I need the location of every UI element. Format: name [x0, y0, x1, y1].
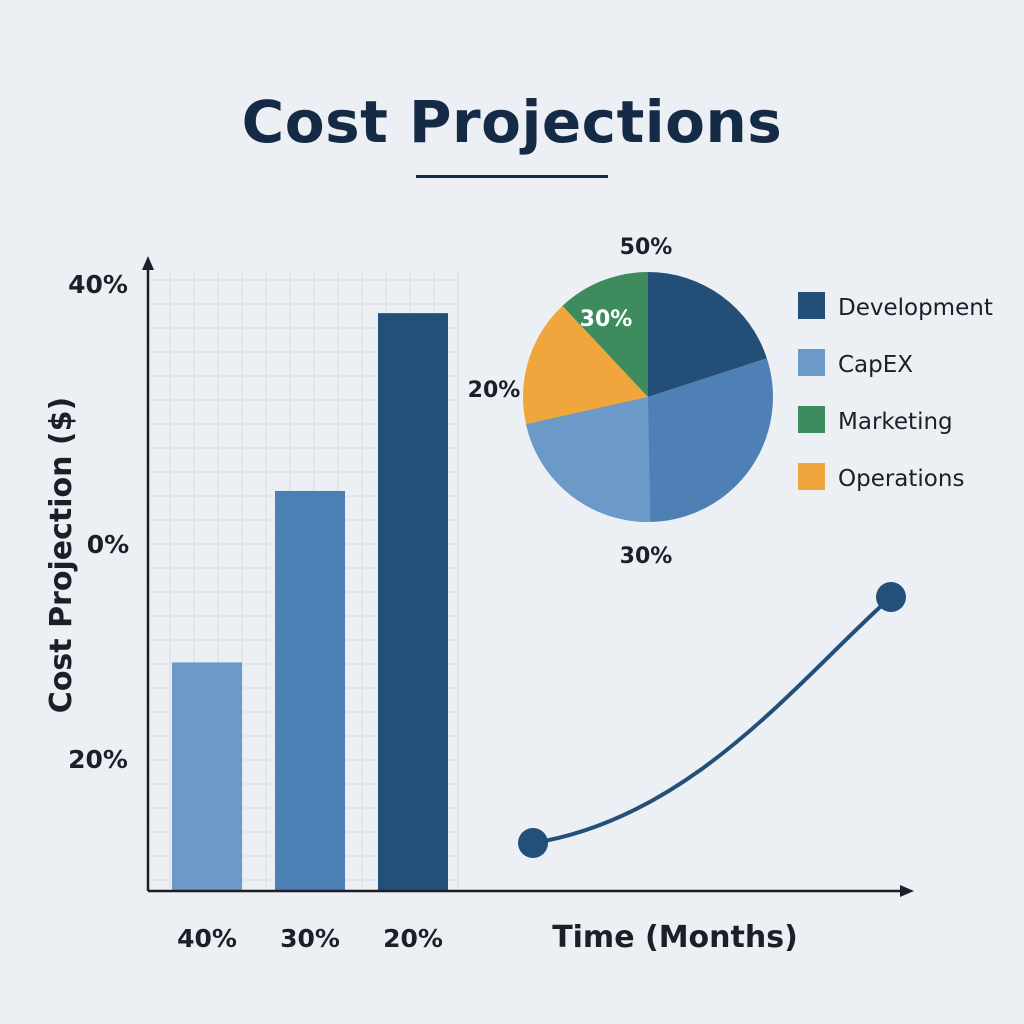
page-title: Cost Projections — [241, 88, 783, 156]
chart-axes — [142, 256, 914, 897]
bar — [378, 313, 448, 891]
line-point — [518, 828, 548, 858]
legend-label: Marketing — [838, 409, 953, 435]
pie-label-inner: 30% — [580, 307, 633, 332]
x-axis-arrow-icon — [900, 885, 914, 897]
x-tick-label: 20% — [383, 924, 443, 953]
y-tick-label: 0% — [87, 530, 129, 559]
pie-label-bottom: 30% — [620, 544, 673, 569]
legend-swatch — [798, 406, 825, 433]
y-axis-arrow-icon — [142, 256, 154, 270]
bar — [275, 490, 345, 891]
pie-slice — [523, 305, 648, 436]
pie-slice — [648, 272, 767, 397]
x-tick-label: 40% — [177, 924, 237, 953]
pie-chart — [523, 272, 773, 522]
legend-label: Development — [838, 295, 993, 321]
line-path — [532, 595, 893, 845]
pie-legend: Development CapEX Marketing Operations — [798, 292, 993, 492]
line-point — [876, 582, 906, 612]
pie-slice-highlight — [526, 397, 651, 522]
legend-label: CapEX — [838, 352, 913, 378]
title-underline — [416, 175, 608, 178]
pie-slice — [562, 272, 648, 397]
pie-label-top: 50% — [620, 235, 673, 260]
legend-label: Operations — [838, 466, 964, 492]
bar-series — [172, 313, 448, 891]
y-axis-title: Cost Projection ($) — [44, 397, 79, 713]
x-tick-labels: 40% 30% 20% — [177, 924, 443, 953]
legend-swatch — [798, 463, 825, 490]
legend-swatch — [798, 292, 825, 319]
x-tick-label: 30% — [280, 924, 340, 953]
x-axis-title: Time (Months) — [552, 920, 798, 955]
bar — [172, 662, 242, 891]
y-tick-label: 40% — [68, 270, 128, 299]
pie-label-left: 20% — [468, 378, 521, 403]
line-series — [518, 582, 906, 858]
legend-swatch — [798, 349, 825, 376]
y-tick-label: 20% — [68, 745, 128, 774]
